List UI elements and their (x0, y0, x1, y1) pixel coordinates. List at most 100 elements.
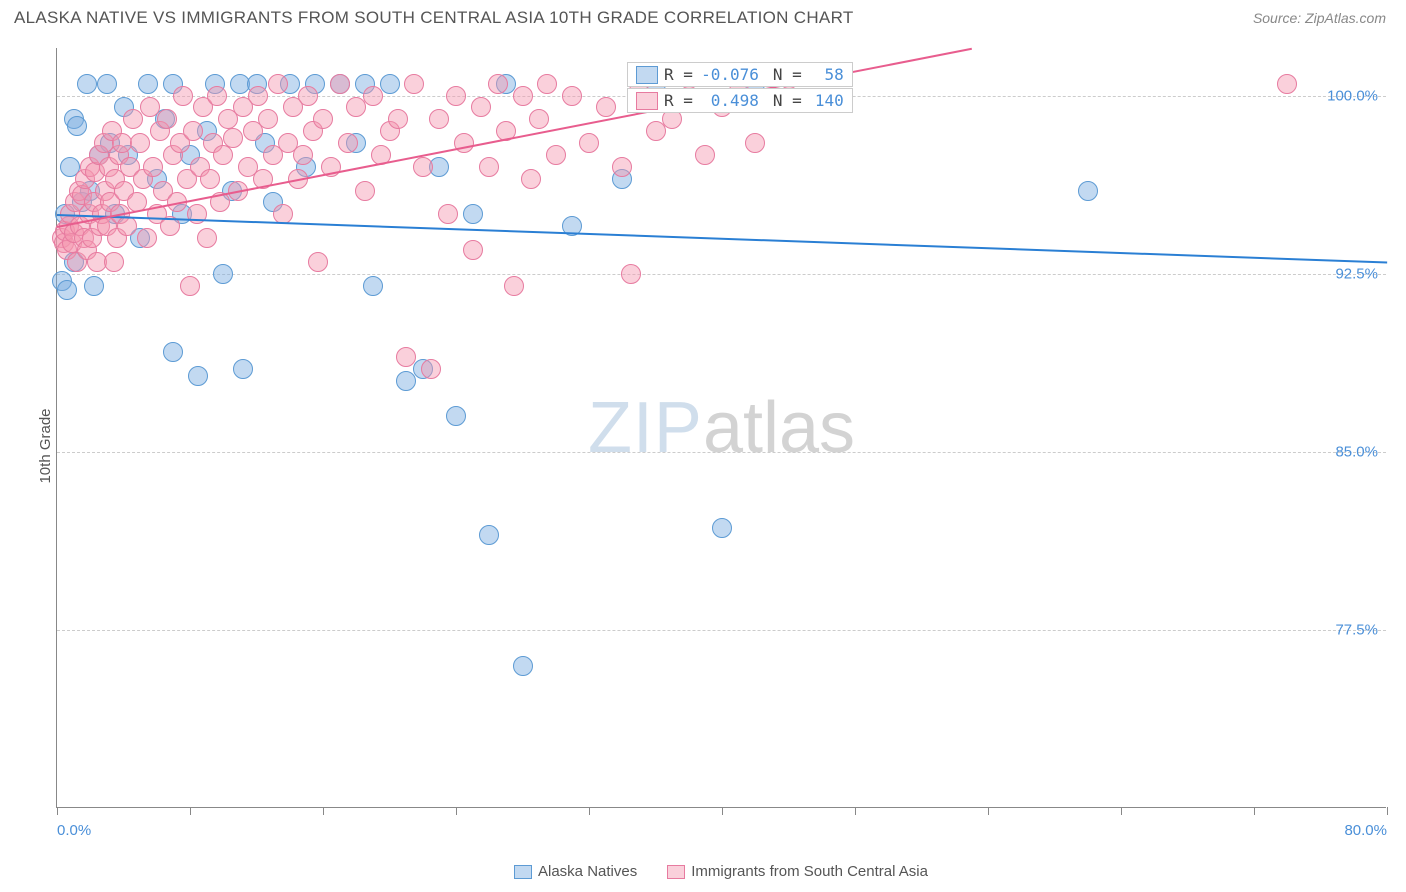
data-point (612, 157, 632, 177)
x-tick (855, 807, 856, 815)
data-point (173, 86, 193, 106)
y-axis-label: 10th Grade (37, 408, 54, 483)
x-tick (1254, 807, 1255, 815)
legend-item: Immigrants from South Central Asia (667, 863, 928, 880)
data-point (308, 252, 328, 272)
data-point (413, 157, 433, 177)
legend-swatch (636, 92, 658, 110)
data-point (138, 74, 158, 94)
source-label: Source: ZipAtlas.com (1253, 10, 1386, 26)
data-point (163, 342, 183, 362)
n-label: N = (773, 65, 802, 84)
y-tick-label: 100.0% (1327, 87, 1378, 104)
y-tick-label: 92.5% (1335, 265, 1378, 282)
data-point (596, 97, 616, 117)
x-tick (988, 807, 989, 815)
stat-legend-row: R =-0.076N =58 (627, 62, 853, 87)
data-point (213, 264, 233, 284)
legend: Alaska Natives Immigrants from South Cent… (56, 863, 1386, 880)
data-point (438, 204, 458, 224)
data-point (712, 518, 732, 538)
data-point (104, 252, 124, 272)
data-point (180, 276, 200, 296)
data-point (488, 74, 508, 94)
data-point (521, 169, 541, 189)
data-point (67, 116, 87, 136)
data-point (363, 86, 383, 106)
data-point (330, 74, 350, 94)
n-value: 140 (808, 91, 844, 110)
data-point (97, 74, 117, 94)
data-point (233, 359, 253, 379)
data-point (479, 525, 499, 545)
x-tick-label: 80.0% (1344, 822, 1387, 839)
data-point (258, 109, 278, 129)
n-label: N = (773, 91, 802, 110)
data-point (355, 181, 375, 201)
data-point (388, 109, 408, 129)
data-point (130, 133, 150, 153)
x-tick (190, 807, 191, 815)
data-point (1078, 181, 1098, 201)
r-value: -0.076 (699, 65, 759, 84)
legend-swatch (667, 865, 685, 879)
scatter-chart: ZIPatlas 77.5%85.0%92.5%100.0%0.0%80.0%R… (56, 48, 1386, 808)
data-point (268, 74, 288, 94)
trend-line (57, 214, 1387, 263)
legend-swatch (514, 865, 532, 879)
r-value: 0.498 (699, 91, 759, 110)
r-label: R = (664, 91, 693, 110)
data-point (363, 276, 383, 296)
data-point (183, 121, 203, 141)
legend-swatch (636, 66, 658, 84)
data-point (463, 204, 483, 224)
data-point (471, 97, 491, 117)
data-point (112, 133, 132, 153)
data-point (117, 216, 137, 236)
data-point (200, 169, 220, 189)
data-point (396, 347, 416, 367)
x-tick (1121, 807, 1122, 815)
data-point (57, 280, 77, 300)
data-point (562, 86, 582, 106)
data-point (197, 228, 217, 248)
x-tick (722, 807, 723, 815)
data-point (1277, 74, 1297, 94)
watermark: ZIPatlas (588, 387, 855, 469)
data-point (513, 86, 533, 106)
data-point (429, 109, 449, 129)
legend-label: Alaska Natives (538, 863, 637, 880)
data-point (207, 86, 227, 106)
data-point (298, 86, 318, 106)
x-tick-label: 0.0% (57, 822, 91, 839)
chart-title: ALASKA NATIVE VS IMMIGRANTS FROM SOUTH C… (14, 8, 854, 28)
x-tick (323, 807, 324, 815)
data-point (157, 109, 177, 129)
data-point (621, 264, 641, 284)
data-point (446, 406, 466, 426)
x-tick (589, 807, 590, 815)
data-point (463, 240, 483, 260)
data-point (579, 133, 599, 153)
data-point (404, 74, 424, 94)
data-point (223, 128, 243, 148)
data-point (695, 145, 715, 165)
gridline (57, 452, 1386, 453)
data-point (537, 74, 557, 94)
x-tick (1387, 807, 1388, 815)
data-point (84, 276, 104, 296)
data-point (248, 86, 268, 106)
y-tick-label: 85.0% (1335, 443, 1378, 460)
legend-item: Alaska Natives (514, 863, 637, 880)
data-point (446, 86, 466, 106)
data-point (504, 276, 524, 296)
data-point (143, 157, 163, 177)
stat-legend-row: R = 0.498 N = 140 (627, 88, 853, 113)
y-tick-label: 77.5% (1335, 621, 1378, 638)
data-point (745, 133, 765, 153)
data-point (77, 74, 97, 94)
gridline (57, 274, 1386, 275)
data-point (479, 157, 499, 177)
data-point (546, 145, 566, 165)
n-value: 58 (808, 65, 844, 84)
